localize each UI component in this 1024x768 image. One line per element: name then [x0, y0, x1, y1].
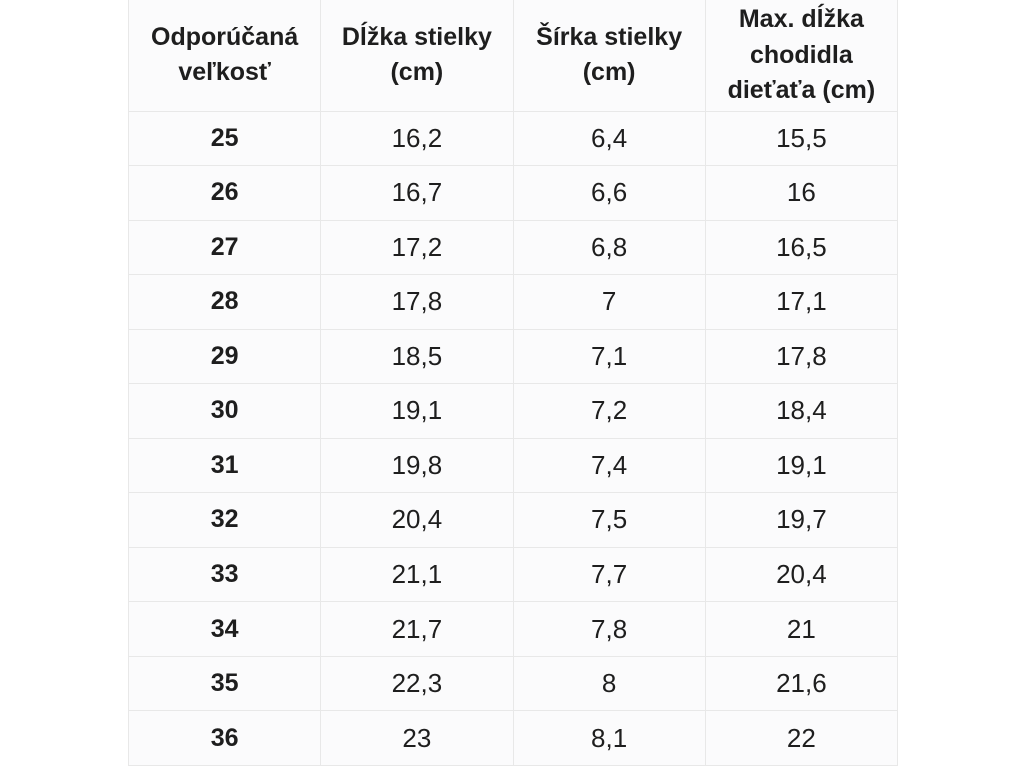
table-row: 25 16,2 6,4 15,5	[127, 110, 899, 167]
value-cell: 21,1	[320, 546, 514, 603]
value-cell: 6,6	[512, 165, 706, 221]
table-row: 31 19,8 7,4 19,1	[127, 437, 899, 494]
column-header-3: Max. dĺžka chodidla dieťaťa (cm)	[704, 0, 899, 112]
size-cell: 26	[127, 165, 322, 221]
size-cell: 32	[127, 492, 322, 548]
value-cell: 16,7	[320, 165, 514, 221]
table-header-row: Odporúčaná veľkosť Dĺžka stielky (cm) Šírk…	[127, 0, 899, 112]
value-cell: 7	[512, 274, 706, 330]
value-cell: 22,3	[320, 655, 514, 712]
value-cell: 18,4	[704, 383, 899, 439]
size-cell: 34	[127, 601, 322, 657]
size-cell: 36	[127, 710, 322, 766]
value-cell: 15,5	[704, 110, 899, 167]
value-cell: 6,8	[512, 219, 706, 276]
table-row: 29 18,5 7,1 17,8	[127, 328, 899, 385]
size-cell: 27	[127, 219, 322, 276]
size-cell: 33	[127, 546, 322, 603]
table-row: 28 17,8 7 17,1	[127, 274, 899, 330]
value-cell: 20,4	[704, 546, 899, 603]
value-cell: 8	[512, 655, 706, 712]
table-row: 36 23 8,1 22	[127, 710, 899, 766]
value-cell: 6,4	[512, 110, 706, 167]
value-cell: 7,7	[512, 546, 706, 603]
table-body: 25 16,2 6,4 15,5 26 16,7 6,6 16 27 17,2 6,8 16,5 28 1…	[127, 110, 899, 766]
column-header-1: Dĺžka stielky (cm)	[320, 0, 514, 112]
value-cell: 19,1	[704, 437, 899, 494]
table-row: 32 20,4 7,5 19,7	[127, 492, 899, 548]
table-row: 33 21,1 7,7 20,4	[127, 546, 899, 603]
table-row: 34 21,7 7,8 21	[127, 601, 899, 657]
size-cell: 31	[127, 437, 322, 494]
table-row: 35 22,3 8 21,6	[127, 655, 899, 712]
value-cell: 19,8	[320, 437, 514, 494]
value-cell: 23	[320, 710, 514, 766]
table-row: 27 17,2 6,8 16,5	[127, 219, 899, 276]
value-cell: 17,8	[320, 274, 514, 330]
value-cell: 19,1	[320, 383, 514, 439]
table-header: Odporúčaná veľkosť Dĺžka stielky (cm) Šírk…	[127, 0, 899, 112]
value-cell: 7,4	[512, 437, 706, 494]
value-cell: 17,1	[704, 274, 899, 330]
value-cell: 8,1	[512, 710, 706, 766]
table-row: 30 19,1 7,2 18,4	[127, 383, 899, 439]
shoe-size-table: Odporúčaná veľkosť Dĺžka stielky (cm) Šírk…	[127, 0, 899, 766]
value-cell: 20,4	[320, 492, 514, 548]
value-cell: 7,8	[512, 601, 706, 657]
value-cell: 16,5	[704, 219, 899, 276]
column-header-2: Šírka stielky (cm)	[512, 0, 706, 112]
shoe-size-table-container: Odporúčaná veľkosť Dĺžka stielky (cm) Šírk…	[127, 0, 899, 766]
size-cell: 25	[127, 110, 322, 167]
size-cell: 29	[127, 328, 322, 385]
value-cell: 22	[704, 710, 899, 766]
value-cell: 18,5	[320, 328, 514, 385]
value-cell: 21	[704, 601, 899, 657]
size-cell: 30	[127, 383, 322, 439]
value-cell: 17,8	[704, 328, 899, 385]
table-row: 26 16,7 6,6 16	[127, 165, 899, 221]
value-cell: 7,5	[512, 492, 706, 548]
value-cell: 21,7	[320, 601, 514, 657]
value-cell: 16	[704, 165, 899, 221]
value-cell: 7,2	[512, 383, 706, 439]
value-cell: 17,2	[320, 219, 514, 276]
value-cell: 21,6	[704, 655, 899, 712]
value-cell: 16,2	[320, 110, 514, 167]
size-cell: 35	[127, 655, 322, 712]
column-header-0: Odporúčaná veľkosť	[127, 0, 322, 112]
size-cell: 28	[127, 274, 322, 330]
value-cell: 19,7	[704, 492, 899, 548]
value-cell: 7,1	[512, 328, 706, 385]
